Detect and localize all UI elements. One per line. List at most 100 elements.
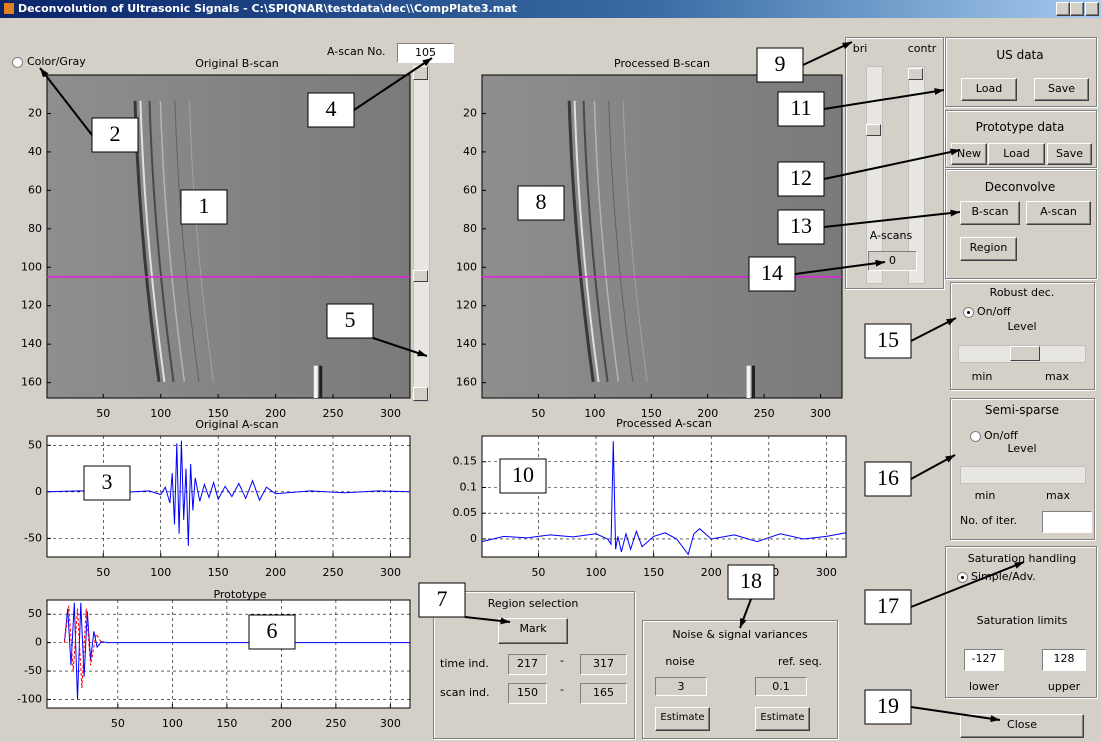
scan-dash: - [560,683,564,696]
y-tick-label: 160 [21,376,42,389]
ascan-scrollbar[interactable] [413,66,430,402]
semi-sparse-level: Level [1007,442,1036,455]
semi-sparse-slider[interactable] [960,466,1086,484]
time-to: 317 [580,654,627,675]
signal-line [64,603,410,700]
semi-sparse-onoff: On/off [984,429,1018,442]
y-tick-label: 100 [456,260,477,273]
bscan-image [47,75,410,398]
x-tick-label: 250 [758,566,779,579]
x-tick-label: 300 [816,566,837,579]
prototype-data-title: Prototype data [976,120,1065,134]
callout-number: 3 [102,469,113,494]
contr-thumb[interactable] [908,68,923,80]
y-tick-label: 0.1 [460,480,478,493]
close-button[interactable]: Close [960,714,1084,738]
us-load-button[interactable]: Load [961,78,1017,101]
callout-box [308,93,354,127]
robust-min: min [972,370,993,383]
echo-stripe [575,101,599,382]
noise-title: Noise & signal variances [672,628,807,641]
app-icon [4,3,14,14]
plot-title: Prototype [213,588,266,601]
upper-limit-field[interactable]: 128 [1042,649,1086,671]
x-tick-label: 150 [208,566,229,579]
x-tick-label: 150 [643,566,664,579]
iter-field[interactable] [1042,511,1092,533]
deconvolve-region-button[interactable]: Region [960,237,1017,261]
saturation-mode: Simple/Adv. [971,570,1036,583]
estimate-ref-button[interactable]: Estimate [755,707,810,731]
noise-field: 3 [655,677,707,696]
scroll-down[interactable] [413,387,428,401]
lower-label: lower [969,680,999,693]
x-tick-label: 50 [531,566,545,579]
color-gray-label: Color/Gray [27,55,86,68]
echo-stripe [135,101,159,382]
echo-stripe [140,101,164,382]
echo-stripe [150,101,174,382]
x-tick-label: 100 [150,566,171,579]
echo-stripe [189,101,213,382]
deconvolve-bscan-button[interactable]: B-scan [960,201,1020,225]
echo-artifact [747,366,751,398]
x-tick-label: 150 [208,407,229,420]
callout-box [757,48,803,82]
deconvolve-ascan-button[interactable]: A-scan [1026,201,1091,225]
callout-number: 6 [267,618,278,643]
ref-label: ref. seq. [778,655,822,668]
semi-sparse-min: min [975,489,996,502]
echo-artifact [319,366,322,398]
ascans-label: A-scans [870,229,912,242]
close-window-button[interactable] [1085,2,1099,16]
proto-save-button[interactable]: Save [1047,143,1092,165]
echo-stripe [160,101,184,382]
proto-load-button[interactable]: Load [988,143,1045,165]
callout-number: 17 [877,593,899,618]
y-tick-label: 20 [463,106,477,119]
echo-stripe [594,101,618,382]
echo-stripe [623,101,647,382]
signal-line [482,441,846,554]
x-tick-label: 250 [325,717,346,730]
y-tick-label: 120 [21,299,42,312]
region-title: Region selection [488,597,579,610]
saturation-limits: Saturation limits [977,614,1068,627]
x-tick-label: 50 [96,407,110,420]
bri-thumb[interactable] [866,124,881,136]
x-tick-label: 300 [380,717,401,730]
saturation-radio[interactable] [957,572,968,583]
callout-number: 5 [345,307,356,332]
robust-radio[interactable] [963,307,974,318]
scroll-thumb[interactable] [413,270,428,282]
minimize-button[interactable] [1056,2,1070,16]
x-tick-label: 200 [701,566,722,579]
robust-thumb[interactable] [1010,346,1040,361]
us-save-button[interactable]: Save [1034,78,1089,101]
maximize-button[interactable] [1070,2,1084,16]
y-tick-label: 100 [21,260,42,273]
ascan-no-field[interactable]: 105 [397,43,454,63]
callout-box [865,324,911,358]
callout-arrow [40,68,92,135]
callout-box [500,459,546,493]
scroll-up[interactable] [413,66,428,80]
time-label: time ind. [440,657,489,670]
ascans-field: 0 [868,251,917,271]
y-tick-label: 40 [463,145,477,158]
plot-title: Original B-scan [195,57,279,70]
lower-limit-field[interactable]: -127 [964,649,1004,671]
x-tick-label: 200 [697,407,718,420]
window-title: Deconvolution of Ultrasonic Signals - C:… [18,2,517,15]
callout-box [327,304,373,338]
semi-sparse-radio[interactable] [970,431,981,442]
color-gray-radio[interactable] [12,57,23,68]
mark-button[interactable]: Mark [498,618,568,644]
estimate-noise-button[interactable]: Estimate [655,707,710,731]
echo-artifact [314,366,318,398]
contr-label: contr [908,42,937,55]
proto-new-button[interactable]: New [951,143,987,165]
x-tick-label: 50 [111,717,125,730]
y-tick-label: 140 [21,337,42,350]
callout-box [865,590,911,624]
